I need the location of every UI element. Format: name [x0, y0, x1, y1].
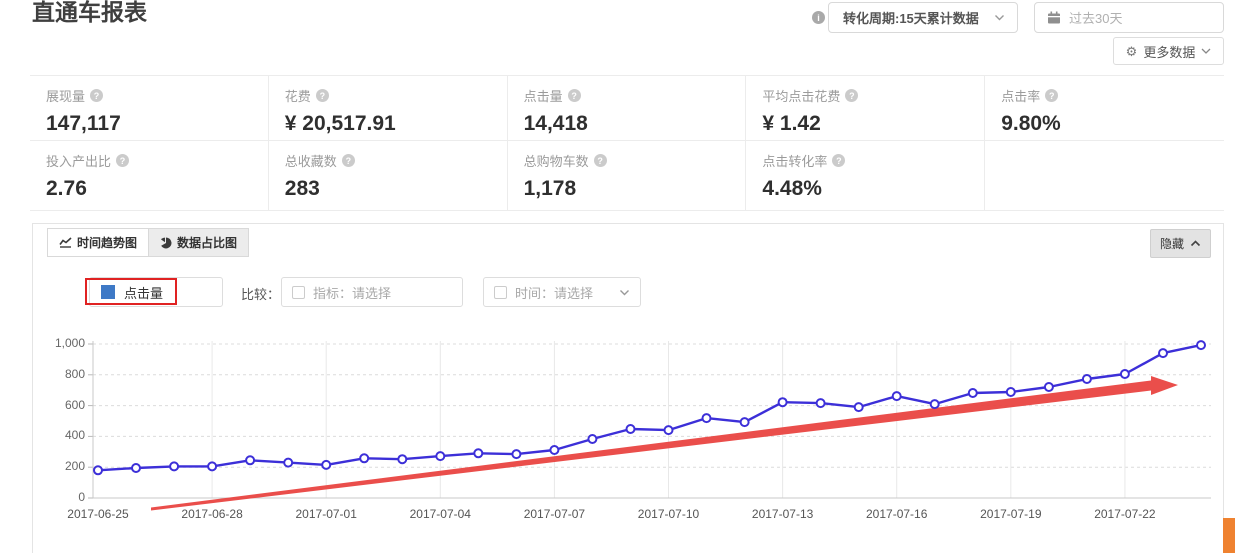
metric-value: 9.80% — [1001, 112, 1061, 135]
metric-value: 4.48% — [762, 177, 822, 200]
y-axis-tick: 200 — [64, 459, 85, 474]
line-chart-icon — [59, 237, 72, 248]
chevron-down-icon — [995, 15, 1004, 21]
help-icon[interactable]: ? — [845, 89, 859, 102]
chevron-down-icon — [620, 289, 629, 295]
chart-gridlines — [88, 341, 1211, 499]
metric-value: ¥ 1.42 — [762, 112, 821, 135]
y-axis-tick: 800 — [64, 366, 85, 381]
metric-label: 展现量 — [46, 89, 86, 104]
metric-value: 2.76 — [46, 177, 87, 200]
info-icon[interactable]: i — [812, 11, 825, 24]
tab-label: 数据占比图 — [177, 236, 238, 250]
help-icon[interactable]: ? — [832, 154, 846, 167]
metric-label: 点击量 — [523, 89, 563, 104]
conversion-period-dropdown[interactable]: 转化周期:15天累计数据 — [828, 2, 1018, 33]
x-axis-tick: 2017-07-10 — [637, 507, 700, 521]
conversion-period-value: 转化周期:15天累计数据 — [843, 11, 979, 26]
metric-card-favorites: 总收藏数? 283 — [269, 141, 508, 210]
x-axis-tick: 2017-06-28 — [181, 507, 243, 521]
vertical-scrollbar-thumb[interactable] — [1223, 518, 1235, 553]
help-icon[interactable]: ? — [90, 89, 104, 102]
tab-label: 时间趋势图 — [77, 236, 138, 250]
time-select-placeholder: 时间：请选择 — [515, 285, 594, 301]
hide-label: 隐藏 — [1159, 237, 1184, 251]
pie-chart-icon — [161, 237, 172, 248]
compare-metric-select[interactable]: 指标：请选择 — [281, 277, 463, 307]
help-icon[interactable]: ? — [315, 89, 329, 102]
metric-card-ctr: 点击率? 9.80% — [985, 76, 1224, 140]
more-data-label: 更多数据 — [1143, 44, 1196, 60]
x-axis-tick: 2017-07-19 — [980, 507, 1042, 521]
chevron-up-icon — [1190, 240, 1201, 247]
x-axis-tick: 2017-07-04 — [409, 507, 471, 521]
help-icon[interactable]: ? — [116, 154, 130, 167]
time-checkbox[interactable] — [494, 285, 507, 299]
metric-card-cvr: 点击转化率? 4.48% — [746, 141, 986, 210]
hide-chart-button[interactable]: 隐藏 — [1149, 229, 1211, 258]
metric-card-impressions: 展现量? 147,117 — [30, 76, 269, 140]
trend-chart-panel: 时间趋势图 数据占比图 隐藏 点击量 比较： 指标：请选择 — [32, 223, 1224, 553]
y-axis-tick: 1,000 — [54, 336, 85, 350]
metric-value: 1,178 — [523, 177, 577, 200]
kpi-metrics-grid: 展现量? 147,117 花费? ¥ 20,517.91 点击量? 14,418… — [30, 75, 1224, 211]
metric-card-avg-cpc: 平均点击花费? ¥ 1.42 — [746, 76, 986, 140]
more-data-button[interactable]: ⚙ 更多数据 — [1113, 37, 1224, 65]
x-axis-tick: 2017-06-25 — [67, 507, 129, 521]
clicks-series — [93, 340, 1206, 476]
y-axis-tick: 400 — [64, 428, 85, 443]
metric-card-carts: 总购物车数? 1,178 — [508, 141, 747, 210]
y-axis-tick: 600 — [64, 397, 85, 412]
metric-value: 147,117 — [46, 112, 121, 135]
page-title: 直通车报表 — [32, 0, 147, 25]
metric-card-clicks: 点击量? 14,418 — [508, 76, 747, 140]
x-axis-tick: 2017-07-13 — [751, 507, 814, 521]
metric-card-spend: 花费? ¥ 20,517.91 — [269, 76, 508, 140]
metric-value: 283 — [284, 177, 320, 200]
x-axis-tick: 2017-07-01 — [295, 507, 357, 521]
trend-arrow-annotation — [151, 376, 1178, 511]
legend-label: 点击量 — [124, 285, 164, 301]
help-icon[interactable]: ? — [341, 154, 355, 167]
date-range-picker[interactable]: 过去30天 — [1034, 2, 1224, 33]
metric-label: 点击率 — [1001, 89, 1041, 104]
metric-checkbox[interactable] — [292, 285, 305, 299]
x-axis-tick: 2017-07-07 — [523, 507, 586, 521]
metric-label: 总收藏数 — [284, 154, 337, 169]
chevron-down-icon — [1201, 48, 1211, 54]
metric-card-roi: 投入产出比? 2.76 — [30, 141, 269, 210]
help-icon[interactable]: ? — [1045, 89, 1059, 102]
compare-time-select[interactable]: 时间：请选择 — [483, 277, 641, 307]
metric-label: 点击转化率 — [762, 154, 828, 169]
metric-label: 平均点击花费 — [762, 89, 841, 104]
metric-label: 投入产出比 — [46, 154, 112, 169]
metric-card-empty — [985, 141, 1224, 210]
gear-icon: ⚙ — [1125, 43, 1138, 59]
metrics-row-2: 投入产出比? 2.76 总收藏数? 283 总购物车数? 1,178 点击转化率… — [30, 141, 1224, 210]
x-axis-tick: 2017-07-22 — [1094, 507, 1156, 521]
help-icon[interactable]: ? — [593, 154, 607, 167]
metric-label: 总购物车数 — [523, 154, 589, 169]
trend-line-chart — [88, 340, 1211, 511]
metric-value: ¥ 20,517.91 — [284, 112, 396, 135]
legend-metric-dropdown[interactable]: 点击量 — [89, 277, 223, 307]
metric-select-placeholder: 指标：请选择 — [313, 285, 392, 301]
y-axis-tick: 0 — [78, 490, 85, 504]
chart-tabbar: 时间趋势图 数据占比图 — [47, 228, 250, 257]
tab-time-trend[interactable]: 时间趋势图 — [48, 229, 150, 256]
legend-color-swatch — [101, 285, 115, 299]
compare-label: 比较： — [241, 287, 281, 302]
date-range-placeholder: 过去30天 — [1069, 11, 1123, 26]
x-axis-tick: 2017-07-16 — [866, 507, 928, 521]
help-icon[interactable]: ? — [567, 89, 581, 102]
calendar-icon — [1048, 11, 1060, 24]
tab-data-proportion[interactable]: 数据占比图 — [149, 229, 248, 256]
metric-label: 花费 — [284, 89, 311, 104]
metric-value: 14,418 — [523, 112, 588, 135]
metrics-row-1: 展现量? 147,117 花费? ¥ 20,517.91 点击量? 14,418… — [30, 76, 1224, 141]
